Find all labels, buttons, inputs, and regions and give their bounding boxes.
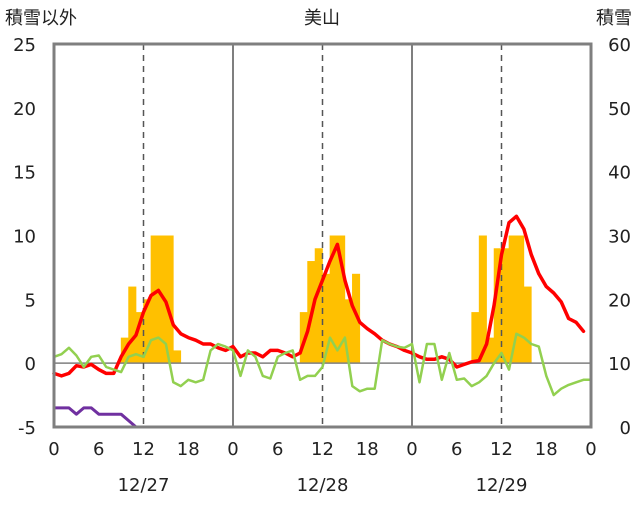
precip-bar <box>165 235 174 364</box>
right-tick-label: 50 <box>608 99 631 120</box>
precip-bar <box>150 235 159 364</box>
date-label: 12/27 <box>118 475 170 496</box>
x-tick-label: 0 <box>585 439 596 460</box>
left-tick-label: 20 <box>13 99 36 120</box>
right-tick-label: 30 <box>608 227 631 248</box>
left-tick-label: 25 <box>13 35 36 56</box>
precip-bar <box>173 350 182 364</box>
date-label: 12/28 <box>297 475 349 496</box>
precip-bar <box>344 299 353 364</box>
x-tick-label: 12 <box>132 439 155 460</box>
x-tick-label: 6 <box>451 439 462 460</box>
series-line-2 <box>52 332 593 397</box>
chart-title: 美山 <box>304 8 340 29</box>
precip-bar <box>501 248 510 364</box>
left-tick-label: 15 <box>13 163 36 184</box>
precip-bar <box>135 312 144 364</box>
precip-bar <box>478 235 487 364</box>
precip-bar <box>523 286 532 364</box>
precip-bar <box>352 273 361 364</box>
x-tick-label: 18 <box>535 439 558 460</box>
precip-bar <box>493 248 502 364</box>
x-tick-label: 18 <box>356 439 379 460</box>
left-axis-label: 積雪以外 <box>5 8 77 29</box>
precip-bar <box>508 235 517 364</box>
precip-bar <box>322 273 331 364</box>
precip-bar <box>337 235 346 364</box>
right-axis-label: 積雪 <box>596 8 632 29</box>
precip-bar <box>486 337 495 364</box>
date-label: 12/29 <box>476 475 528 496</box>
precip-bar <box>516 235 525 364</box>
x-tick-label: 6 <box>93 439 104 460</box>
precip-bar <box>143 299 152 364</box>
plot-frame <box>52 42 593 429</box>
right-tick-label: 60 <box>608 35 631 56</box>
precip-bar <box>329 235 338 364</box>
left-tick-label: 0 <box>25 354 36 375</box>
x-tick-label: 6 <box>272 439 283 460</box>
right-tick-label: 20 <box>608 290 631 311</box>
right-tick-label: 0 <box>620 418 631 439</box>
precip-bar <box>314 248 323 364</box>
left-tick-label: 5 <box>25 290 36 311</box>
x-tick-label: 12 <box>490 439 513 460</box>
x-tick-label: 0 <box>406 439 417 460</box>
x-tick-label: 12 <box>311 439 334 460</box>
right-tick-label: 40 <box>608 163 631 184</box>
left-tick-label: 10 <box>13 227 36 248</box>
x-tick-label: 18 <box>177 439 200 460</box>
x-tick-label: 0 <box>48 439 59 460</box>
right-tick-label: 10 <box>608 354 631 375</box>
x-tick-label: 0 <box>227 439 238 460</box>
left-tick-label: -5 <box>18 418 36 439</box>
series-line-1 <box>52 214 586 378</box>
precip-bar <box>128 286 137 364</box>
precip-bar <box>471 312 480 364</box>
